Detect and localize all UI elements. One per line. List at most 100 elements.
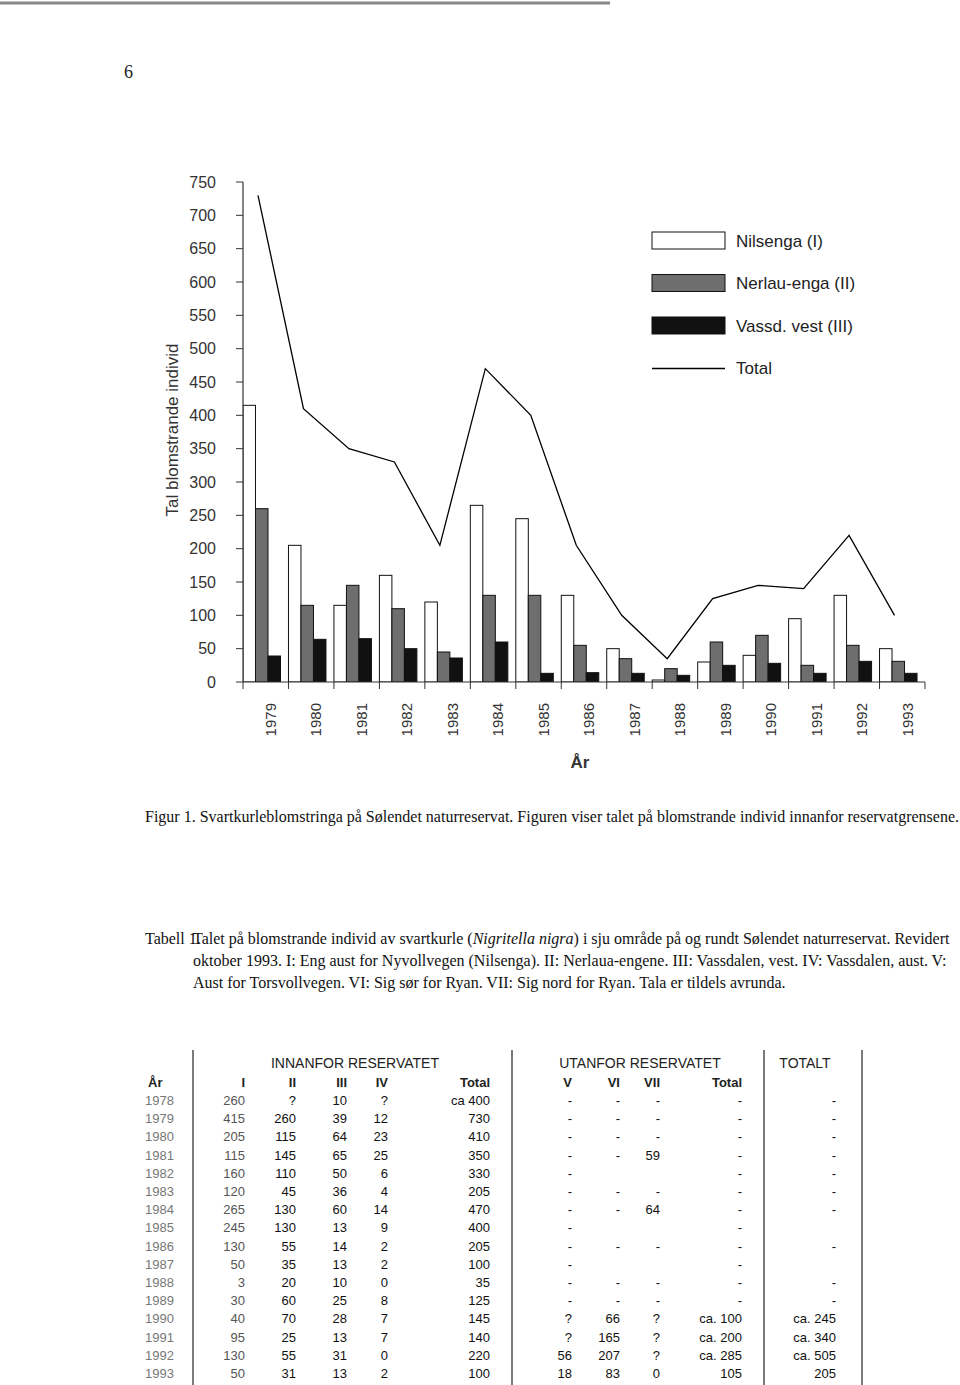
table-cell: 220: [468, 1348, 490, 1363]
bar: [470, 505, 483, 682]
y-tick: [236, 448, 243, 449]
x-tick-separator: [652, 682, 653, 689]
table-cell: 35: [476, 1275, 490, 1290]
table-cell: ?: [653, 1311, 660, 1326]
table-cell: 1988: [145, 1275, 174, 1290]
table-cell: ca. 285: [699, 1348, 742, 1363]
x-tick-label: 1987: [626, 703, 643, 736]
table-cell: 13: [333, 1220, 347, 1235]
table-cell: -: [616, 1275, 620, 1290]
table-cell: 14: [374, 1202, 388, 1217]
table-cell: -: [568, 1093, 572, 1108]
x-tick-separator: [333, 682, 334, 689]
table-caption-text: Talet på blomstrande individ av svartkur…: [193, 930, 473, 947]
table-cell: 415: [223, 1111, 245, 1126]
y-tick: [236, 548, 243, 549]
y-tick: [236, 482, 243, 483]
y-tick: [236, 382, 243, 383]
x-tick-label: 1991: [808, 703, 825, 736]
table-column-header: Total: [460, 1075, 490, 1090]
table-cell: 31: [333, 1348, 347, 1363]
table-cell: 39: [333, 1111, 347, 1126]
table-cell: 65: [333, 1148, 347, 1163]
bar: [789, 619, 802, 682]
table-cell: -: [738, 1093, 742, 1108]
bar: [516, 519, 529, 682]
table-cell: 0: [381, 1275, 388, 1290]
y-tick: [236, 615, 243, 616]
table-cell: 115: [275, 1129, 296, 1144]
bar: [425, 602, 438, 682]
y-tick-label: 500: [189, 340, 216, 357]
table-cell: ?: [565, 1330, 572, 1345]
table-cell: 1989: [145, 1293, 174, 1308]
table-cell: 245: [223, 1220, 245, 1235]
x-tick-separator: [424, 682, 425, 689]
table-cell: 7: [381, 1311, 388, 1326]
table-group-header: INNANFOR RESERVATET: [271, 1055, 439, 1071]
legend-swatch: [652, 232, 725, 249]
table-column-header: III: [336, 1075, 347, 1090]
table-cell: 207: [598, 1348, 620, 1363]
table-cell: -: [568, 1239, 572, 1254]
x-tick-label: 1993: [899, 703, 916, 736]
table-cell: -: [616, 1202, 620, 1217]
table-rule: [861, 1050, 862, 1385]
bar: [743, 655, 756, 682]
table-cell: 2: [381, 1366, 388, 1381]
bar: [814, 673, 827, 682]
table-cell: 25: [333, 1293, 347, 1308]
table-cell: 260: [223, 1093, 245, 1108]
table-column-header: Total: [712, 1075, 742, 1090]
bar: [528, 595, 541, 682]
table-cell: -: [568, 1166, 572, 1181]
bar: [892, 661, 905, 682]
bar: [483, 595, 496, 682]
legend-label: Nilsenga (I): [736, 232, 823, 251]
y-tick-label: 250: [189, 507, 216, 524]
table-cell: 1986: [145, 1239, 174, 1254]
table-cell: 1983: [145, 1184, 174, 1199]
table-cell: -: [616, 1111, 620, 1126]
bar: [334, 605, 347, 682]
table-cell: -: [568, 1202, 572, 1217]
x-tick-separator: [561, 682, 562, 689]
table-cell: 14: [333, 1239, 347, 1254]
table-caption: Talet på blomstrande individ av svartkur…: [193, 928, 953, 994]
table-cell: ca. 340: [793, 1330, 836, 1345]
bar: [710, 642, 723, 682]
table-cell: 1985: [145, 1220, 174, 1235]
bar: [404, 649, 417, 682]
table-cell: ca. 505: [793, 1348, 836, 1363]
table-cell: 2: [381, 1257, 388, 1272]
table-cell: -: [616, 1093, 620, 1108]
table-cell: 265: [223, 1202, 245, 1217]
table-cell: 45: [282, 1184, 296, 1199]
x-tick-separator: [243, 682, 244, 689]
bar: [268, 656, 281, 682]
species-name: Nigritella nigra: [473, 930, 574, 947]
table-column-header: IV: [376, 1075, 389, 1090]
y-tick-label: 50: [198, 640, 216, 657]
table-cell: 9: [381, 1220, 388, 1235]
y-tick-label: 200: [189, 540, 216, 557]
table-cell: 410: [468, 1129, 490, 1144]
legend-label: Nerlau-enga (II): [736, 274, 855, 293]
x-tick-label: 1992: [853, 703, 870, 736]
table: INNANFOR RESERVATETUTANFOR RESERVATETTOT…: [145, 1050, 862, 1385]
table-cell: 8: [381, 1293, 388, 1308]
table-cell: -: [832, 1129, 836, 1144]
table-cell: 1984: [145, 1202, 174, 1217]
x-tick-separator: [788, 682, 789, 689]
chart: 0501001502002503003504004505005506006507…: [163, 174, 925, 772]
table-cell: ?: [381, 1093, 388, 1108]
x-tick-label: 1989: [717, 703, 734, 736]
legend-swatch: [652, 275, 725, 292]
table-cell: 13: [333, 1366, 347, 1381]
legend-swatch: [652, 317, 725, 334]
table-cell: 110: [275, 1166, 296, 1181]
bar: [768, 663, 781, 682]
table-cell: -: [738, 1129, 742, 1144]
table-cell: -: [568, 1148, 572, 1163]
table-column-header: V: [563, 1075, 572, 1090]
